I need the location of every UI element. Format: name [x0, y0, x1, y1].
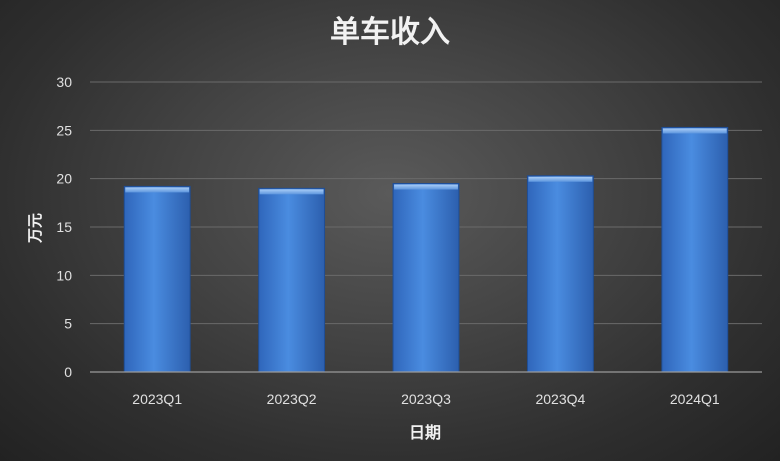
y-axis-label: 万元 [26, 213, 44, 244]
bar [392, 183, 460, 373]
bar-cap [259, 189, 324, 195]
bar [258, 187, 326, 373]
x-tick-label: 2023Q4 [535, 391, 585, 407]
bar-body [123, 185, 191, 373]
bar-cap [125, 187, 190, 193]
bar-body [526, 175, 594, 373]
bar-cap [528, 176, 593, 182]
y-tick-label: 5 [64, 316, 72, 332]
bar-cap [394, 184, 458, 190]
bar [661, 126, 729, 373]
y-tick-label: 15 [56, 219, 72, 235]
x-tick-label: 2023Q3 [401, 391, 451, 407]
x-axis-label: 日期 [409, 423, 441, 442]
y-tick-label: 10 [56, 267, 72, 283]
x-tick-label: 2023Q2 [267, 391, 317, 407]
x-axis-ticks: 2023Q1 2023Q2 2023Q3 2023Q4 2024Q1 [132, 391, 720, 407]
x-tick-label: 2024Q1 [670, 391, 720, 407]
chart-title: 单车收入 [330, 15, 450, 50]
bar [526, 175, 594, 373]
bars [123, 126, 729, 373]
bar-body [258, 187, 326, 373]
y-axis-ticks: 0 5 10 15 20 25 30 [56, 74, 72, 380]
y-tick-label: 25 [56, 122, 72, 138]
y-tick-label: 0 [64, 364, 72, 380]
bar-body [392, 183, 460, 373]
bar [123, 185, 191, 373]
y-tick-label: 30 [56, 74, 72, 90]
x-tick-label: 2023Q1 [132, 391, 182, 407]
bar-body [661, 126, 729, 373]
y-tick-label: 20 [56, 171, 72, 187]
bar-cap [662, 128, 727, 134]
